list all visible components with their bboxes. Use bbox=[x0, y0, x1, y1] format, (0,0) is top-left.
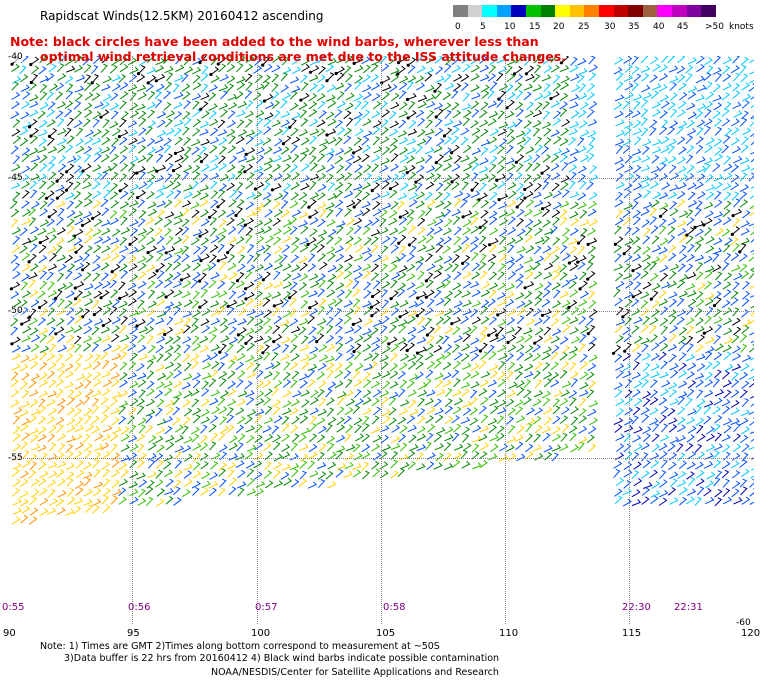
lon-label-120: 120 bbox=[741, 628, 760, 639]
time-label-0058: 0:58 bbox=[383, 602, 406, 613]
colorbar-label: 25 bbox=[578, 22, 590, 32]
lon-gridline-110 bbox=[505, 56, 506, 624]
colorbar-label: 5 bbox=[480, 22, 486, 32]
colorbar-swatch bbox=[511, 5, 527, 17]
lon-gridline-105 bbox=[381, 56, 382, 624]
time-label-0057: 0:57 bbox=[255, 602, 278, 613]
colorbar-swatch bbox=[701, 5, 717, 17]
lon-label-100: 100 bbox=[251, 628, 271, 639]
wind-barb-swath bbox=[9, 56, 754, 525]
colorbar-swatch bbox=[628, 5, 644, 17]
colorbar-swatch bbox=[526, 5, 541, 17]
colorbar-label: 0 bbox=[455, 22, 461, 32]
colorbar-swatch bbox=[599, 5, 614, 17]
lon-label-105: 105 bbox=[376, 628, 396, 639]
wind-barbs bbox=[9, 56, 754, 525]
colorbar-label: 30 bbox=[604, 22, 616, 32]
colorbar-swatch bbox=[482, 5, 498, 17]
lat-label-50: -50 bbox=[8, 306, 23, 316]
colorbar-label: 20 bbox=[553, 22, 565, 32]
colorbar-label: 10 bbox=[504, 22, 516, 32]
colorbar-swatch bbox=[496, 5, 512, 17]
colorbar-swatch bbox=[672, 5, 687, 17]
credit-line: NOAA/NESDIS/Center for Satellite Applica… bbox=[211, 667, 499, 678]
lon-gridline-115 bbox=[629, 56, 630, 624]
time-label-2230: 22:30 bbox=[622, 602, 651, 613]
time-label-2231: 22:31 bbox=[674, 602, 703, 613]
wind-barb-map bbox=[8, 56, 754, 624]
lat-label-60: -60 bbox=[736, 618, 751, 628]
colorbar-label: 35 bbox=[628, 22, 640, 32]
bottom-note-line-2: 3)Data buffer is 22 hrs from 20160412 4)… bbox=[64, 653, 500, 664]
lon-label-95: 95 bbox=[127, 628, 140, 639]
colorbar-label: 45 bbox=[677, 22, 689, 32]
lon-label-90: 90 bbox=[3, 628, 16, 639]
lat-gridline-55 bbox=[8, 458, 754, 459]
colorbar-swatch bbox=[467, 5, 483, 17]
lon-gridline-95 bbox=[132, 56, 133, 624]
time-label-0056: 0:56 bbox=[128, 602, 151, 613]
note-line-2: optimal wind retrieval conditions are me… bbox=[40, 49, 566, 64]
colorbar-label: knots bbox=[729, 22, 754, 32]
colorbar-swatch bbox=[569, 5, 585, 17]
bottom-note-line-1: Note: 1) Times are GMT 2)Times along bot… bbox=[40, 641, 440, 652]
colorbar-swatch bbox=[584, 5, 600, 17]
colorbar-swatch bbox=[613, 5, 629, 17]
note-line-1: Note: black circles have been added to t… bbox=[10, 34, 539, 49]
lat-label-55: -55 bbox=[8, 453, 23, 463]
map-title: Rapidscat Winds(12.5KM) 20160412 ascendi… bbox=[40, 9, 324, 23]
colorbar-swatch bbox=[642, 5, 658, 17]
colorbar-label: >50 bbox=[705, 22, 724, 32]
colorbar-label: 15 bbox=[529, 22, 541, 32]
time-label-0055: 0:55 bbox=[2, 602, 25, 613]
lon-label-110: 110 bbox=[499, 628, 519, 639]
lat-gridline-50 bbox=[8, 311, 754, 312]
lon-label-115: 115 bbox=[622, 628, 642, 639]
lat-label-40: -40 bbox=[8, 52, 23, 62]
colorbar-swatch bbox=[540, 5, 556, 17]
colorbar-swatch bbox=[686, 5, 702, 17]
colorbar-swatch bbox=[555, 5, 571, 17]
lat-gridline-45 bbox=[8, 178, 754, 179]
colorbar-swatch bbox=[453, 5, 468, 17]
colorbar-label: 40 bbox=[653, 22, 665, 32]
lon-gridline-100 bbox=[257, 56, 258, 624]
lat-label-45: -45 bbox=[8, 173, 23, 183]
colorbar-swatch bbox=[657, 5, 673, 17]
